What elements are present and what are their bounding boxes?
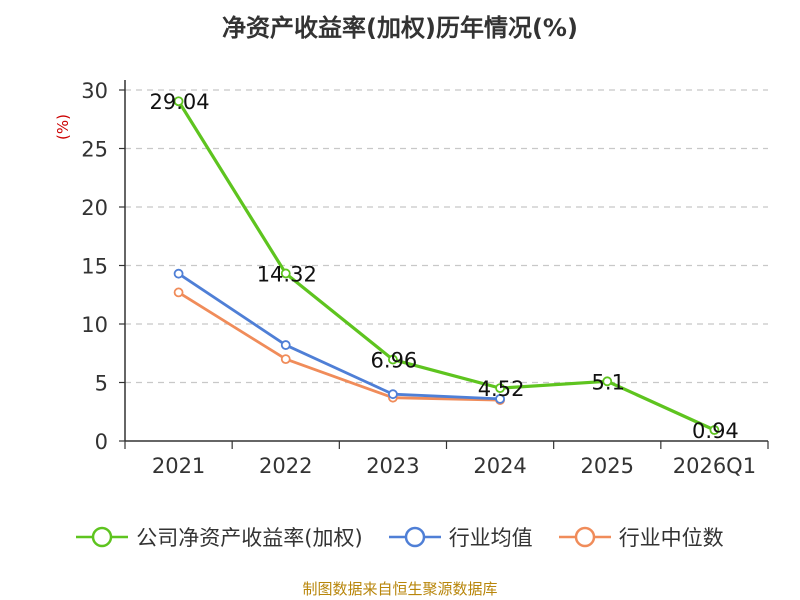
data-label-1: 14.32: [257, 262, 317, 286]
series-0-point-0[interactable]: [173, 96, 184, 107]
series: [173, 96, 720, 435]
legend-item-industry-median[interactable]: 行业中位数: [558, 522, 724, 552]
y-tick-label-4: 20: [81, 196, 108, 220]
x-tick-label-0: 2021: [152, 454, 205, 478]
y-tick-label-1: 5: [95, 372, 108, 396]
y-tick-label-0: 0: [95, 430, 108, 454]
legend-label-company: 公司净资产收益率(加权): [136, 526, 363, 550]
chart-title: 净资产收益率(加权)历年情况(%): [222, 14, 578, 42]
series-0-point-1[interactable]: [280, 268, 291, 279]
series-0-point-4[interactable]: [602, 376, 613, 387]
legend-item-company[interactable]: 公司净资产收益率(加权): [76, 522, 363, 552]
series-line-0: [177, 100, 716, 432]
x-tick-label-3: 2024: [473, 454, 526, 478]
data-label-2: 6.96: [371, 349, 418, 373]
series-1-point-2[interactable]: [388, 389, 398, 400]
data-label-4: 5.1: [592, 370, 625, 394]
series-1-point-1[interactable]: [280, 340, 291, 350]
data-labels: 29.04 14.32 6.96 4.52 5.1 0.94: [150, 90, 739, 443]
series-0-point-3[interactable]: [495, 383, 505, 394]
legend-item-industry-mean[interactable]: 行业均值: [388, 522, 533, 552]
legend-swatch-industry-mean: [388, 526, 441, 548]
x-tick-label-1: 2022: [259, 454, 312, 478]
series-0-point-5[interactable]: [709, 425, 720, 435]
series-1-point-0[interactable]: [173, 268, 184, 279]
legend-swatch-company: [76, 526, 129, 548]
series-line-1: [177, 272, 501, 401]
x-tick-label-2: 2023: [366, 454, 419, 478]
legend-label-industry-median: 行业中位数: [618, 526, 724, 550]
data-label-3: 4.52: [478, 377, 525, 401]
series-line-2: [177, 291, 501, 402]
x-tick-label-4: 2025: [581, 454, 634, 478]
series-1-point-3[interactable]: [495, 393, 505, 404]
legend-swatch-industry-median: [558, 526, 611, 548]
y-tick-label-5: 25: [81, 138, 108, 162]
legend-label-industry-mean: 行业均值: [448, 526, 533, 550]
data-label-0: 29.04: [150, 90, 210, 114]
y-axis-label: (%): [54, 114, 72, 140]
data-label-5: 0.94: [692, 419, 739, 443]
series-2-point-0[interactable]: [173, 287, 184, 298]
x-tick-label-5: 2026Q1: [673, 454, 756, 478]
y-tick-label-2: 10: [81, 313, 108, 337]
series-0-point-2[interactable]: [388, 354, 398, 365]
source-note: 制图数据来自恒生聚源数据库: [302, 580, 498, 598]
y-tick-label-6: 30: [81, 79, 108, 103]
grid-lines: [125, 89, 768, 384]
series-2-point-1[interactable]: [280, 354, 291, 365]
y-tick-label-3: 15: [81, 255, 108, 279]
legend: 公司净资产收益率(加权) 行业均值 行业中位数: [0, 522, 800, 552]
